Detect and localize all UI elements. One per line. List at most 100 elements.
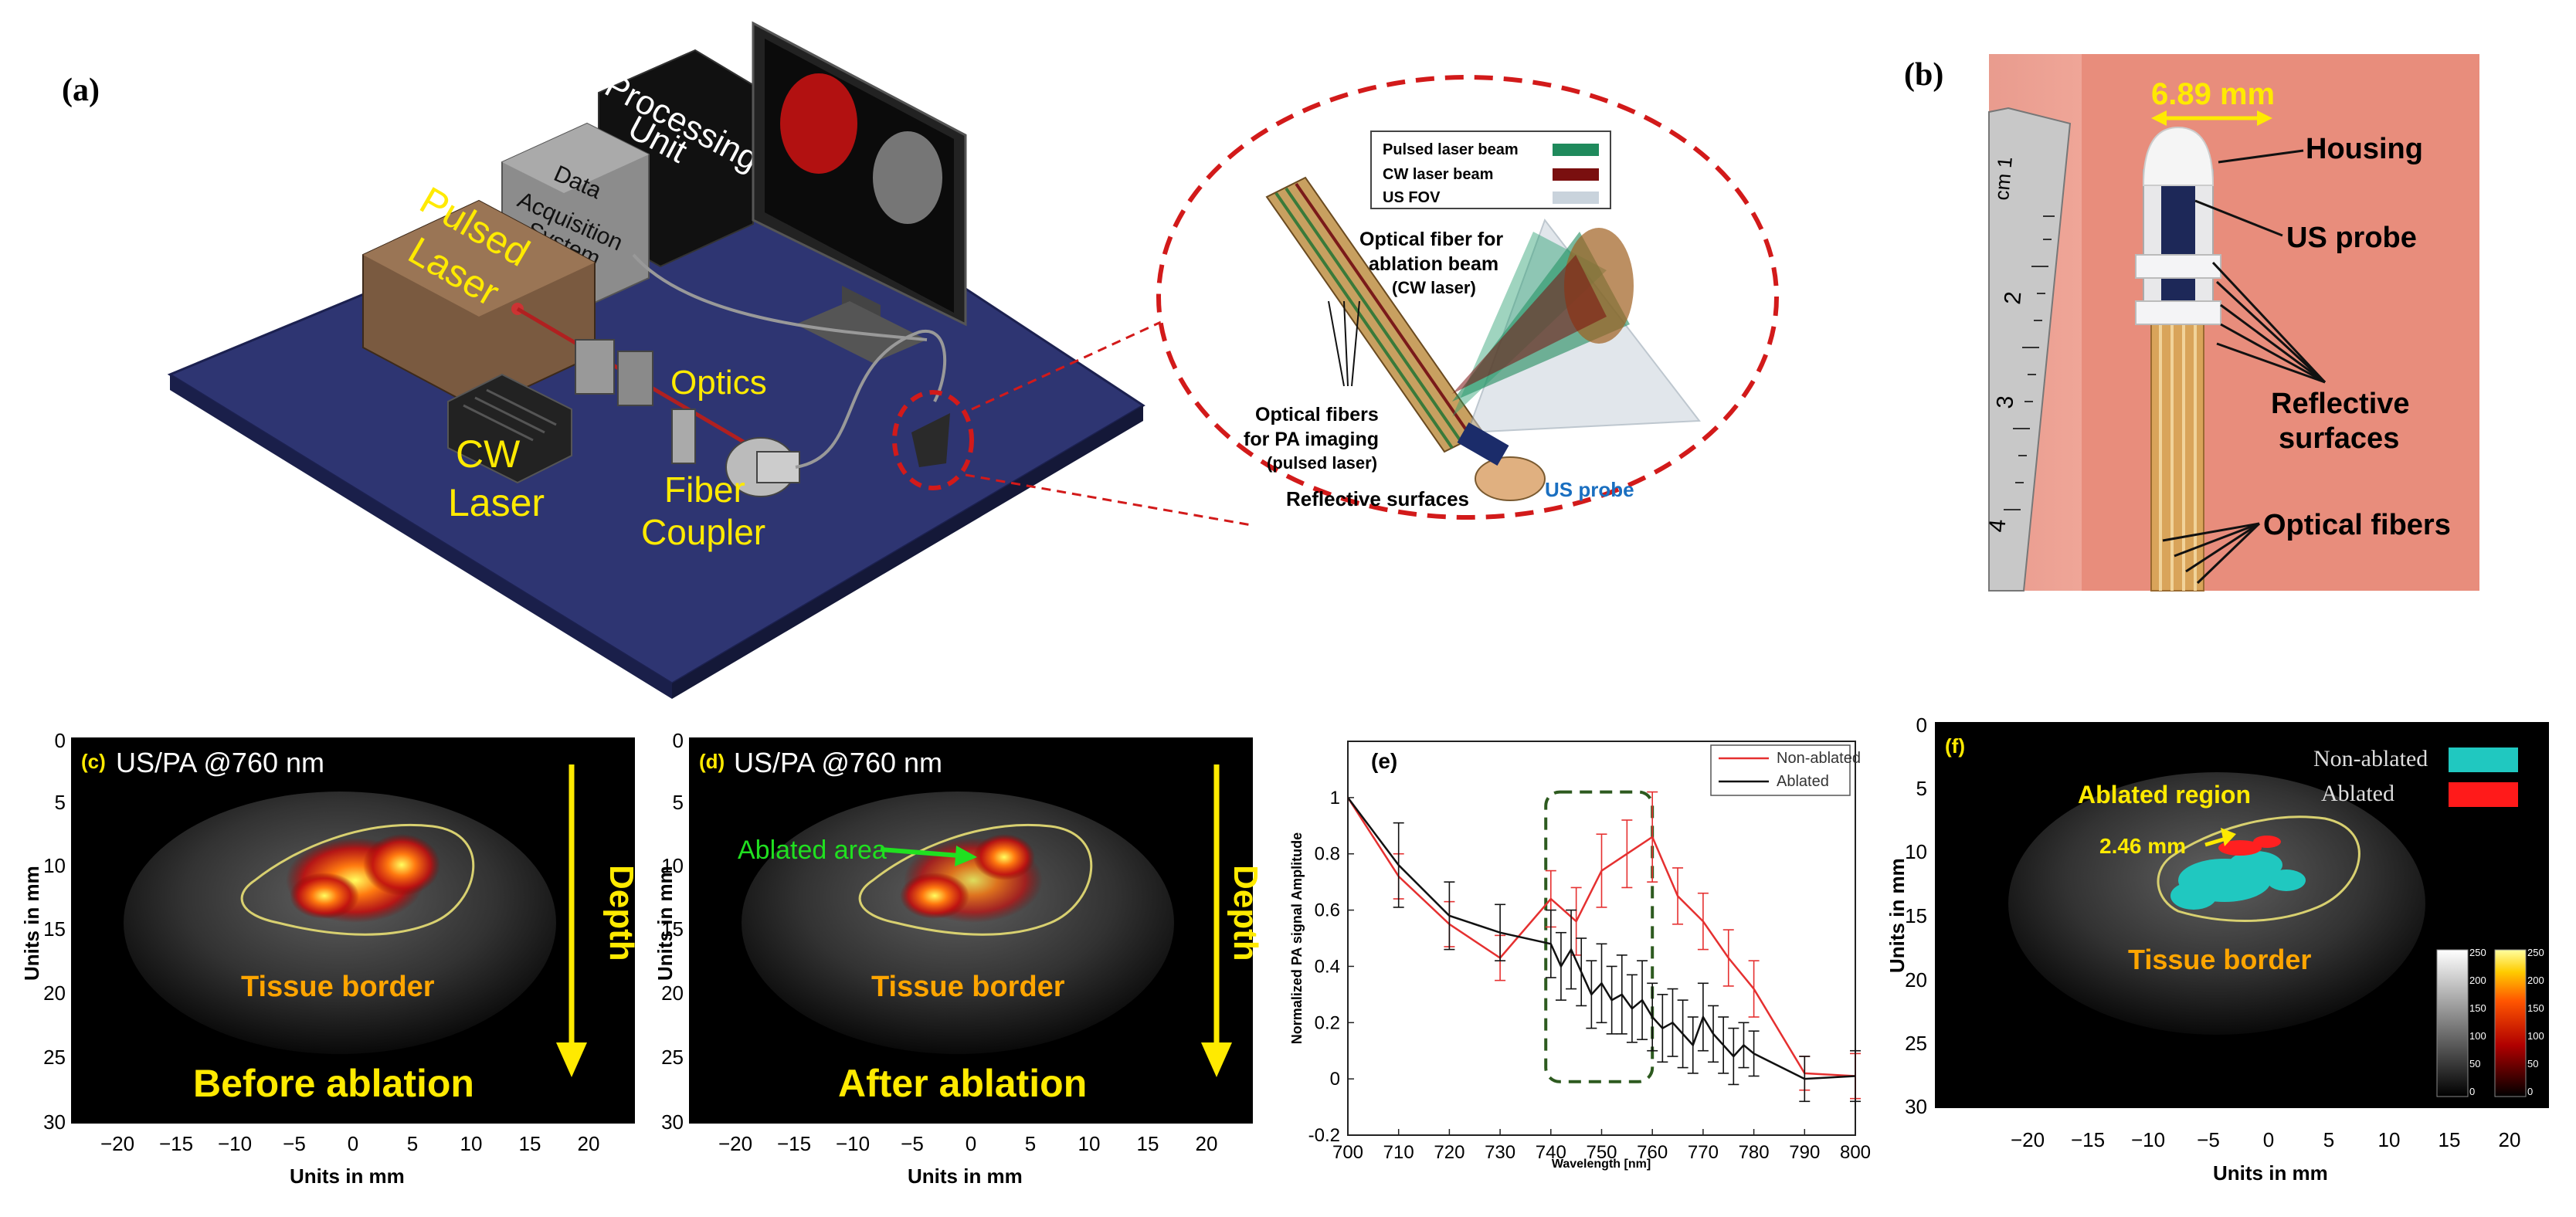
c-ylabel: Units in mm: [20, 866, 43, 981]
f-xtick: −20: [2011, 1128, 2045, 1151]
d-ablated-area-label: Ablated area: [738, 836, 887, 865]
c-yticks: 0 5 10 15 20 25 30: [43, 729, 66, 1134]
legend-pulsed-label: Pulsed laser beam: [1383, 141, 1519, 158]
d-ytick: 5: [673, 791, 684, 814]
f-cb-tick: 250: [2527, 947, 2544, 958]
d-ytick: 10: [661, 854, 684, 877]
f-cb-tick: 200: [2469, 975, 2486, 986]
pa-fibers-label-2: for PA imaging: [1244, 429, 1379, 450]
cw-laser: [447, 373, 572, 484]
reflective-pointer-lines: [2211, 261, 2327, 384]
f-nonablated-pixels: [2170, 851, 2306, 910]
f-cb-tick: 0: [2469, 1086, 2475, 1097]
c-ytick: 25: [43, 1046, 66, 1069]
d-xtick: 5: [1025, 1132, 1036, 1155]
e-ytick-label: 0.8: [1315, 844, 1340, 865]
f-xtick: −15: [2071, 1128, 2105, 1151]
optical-table-edge-left: [170, 375, 672, 699]
c-us-tissue: [124, 792, 556, 1054]
f-ytick: 20: [1905, 968, 1927, 992]
c-ytick: 5: [55, 791, 66, 814]
f-ytick: 25: [1905, 1032, 1927, 1055]
optical-table-edge-right: [672, 405, 1143, 699]
probe-tip: [1475, 456, 1546, 501]
cw-beam-cone: [1452, 255, 1607, 394]
f-cb-tick: 250: [2469, 947, 2486, 958]
d-xtick: 20: [1196, 1132, 1218, 1155]
fiber-coupler-label-1: Fiber: [664, 470, 745, 510]
panel-c-label: (c): [81, 750, 106, 773]
f-gray-cb-ticks: 250 200 150 100 50 0: [2469, 947, 2486, 1097]
legend-usfov-swatch: [1553, 192, 1599, 204]
panel-e-label: (e): [1371, 749, 1397, 773]
f-ytick: 0: [1916, 714, 1927, 737]
d-ylabel: Units in mm: [653, 866, 677, 981]
c-xtick: −10: [218, 1132, 252, 1155]
e-highlight-box: [1544, 790, 1655, 1083]
c-depth-label: Depth: [602, 865, 640, 961]
f-legend-ablated: Ablated: [2321, 781, 2394, 806]
panel-a-label: (a): [62, 73, 100, 108]
c-xtick: 15: [519, 1132, 541, 1155]
f-legend-nonablated: Non-ablated: [2313, 746, 2428, 771]
e-xtick-label: 760: [1637, 1142, 1668, 1163]
pulsed-laser: Pulsed Laser: [362, 178, 596, 411]
d-ytick: 15: [661, 917, 684, 941]
zoom-legend: Pulsed laser beam CW laser beam US FOV: [1370, 131, 1611, 209]
f-cb-tick: 150: [2469, 1002, 2486, 1014]
c-ytick: 10: [43, 854, 66, 877]
d-caption: After ablation: [838, 1062, 1087, 1105]
d-xtick: −15: [777, 1132, 811, 1155]
zoom-line-top: [971, 307, 1190, 411]
optics-mounts: [575, 339, 696, 464]
f-dimension-label: 2.46 mm: [2099, 834, 2186, 858]
f-cb-tick: 150: [2527, 1002, 2544, 1014]
ruler-mark-2: 2: [2000, 290, 2026, 306]
f-tissue-label: Tissue border: [2128, 944, 2311, 975]
e-plot-frame: [1347, 741, 1856, 1136]
e-ylabel: Normalized PA signal Amplitude: [1289, 832, 1305, 1044]
panel-f-label: (f): [1945, 734, 1965, 758]
probe-device: [2135, 126, 2221, 592]
e-xtick-label: 780: [1739, 1142, 1770, 1163]
f-cb-tick: 50: [2469, 1058, 2480, 1070]
panel-f: (f) Non-ablated Ablated Ablated region 2…: [1885, 714, 2549, 1185]
d-xtick: −5: [901, 1132, 924, 1155]
us-probe-label: US probe: [1545, 478, 1634, 501]
f-gray-colorbar: [2436, 949, 2469, 1097]
f-legend-nonablated-swatch: [2449, 747, 2518, 772]
device-housing-cap: [2142, 126, 2215, 186]
e-legend-nonablated: Non-ablated: [1777, 750, 1861, 767]
d-us-tissue: [742, 792, 1174, 1054]
pa-fibers-label-3: (pulsed laser): [1267, 453, 1377, 473]
panel-e-chart: (e) 700 710 720 730 740 750 760 770 780 790 800 -0.…: [1289, 741, 1871, 1171]
f-xtick: 5: [2323, 1128, 2334, 1151]
d-ytick: 25: [661, 1046, 684, 1069]
fiber-coupler: [725, 437, 800, 497]
d-depth-label: Depth: [1227, 865, 1264, 961]
e-xtick-label: 790: [1789, 1142, 1820, 1163]
e-ytick-label: 0.2: [1315, 1012, 1340, 1033]
f-xtick: −10: [2131, 1128, 2165, 1151]
probe-highlight-circle: [892, 390, 974, 490]
cw-laser-label-2: Laser: [448, 481, 545, 524]
e-ytick-label: -0.2: [1308, 1125, 1340, 1146]
f-hot-colorbar: [2494, 949, 2527, 1097]
optical-fiber-cable: [795, 329, 947, 469]
f-xtick: 10: [2378, 1128, 2401, 1151]
c-ytick: 0: [55, 729, 66, 752]
optics-label: Optics: [670, 364, 767, 402]
e-legend: Non-ablated Ablated: [1710, 744, 1861, 796]
e-xtick-label: 740: [1536, 1142, 1566, 1163]
ablation-fiber-label-2: ablation beam: [1369, 253, 1498, 275]
probe-body: [1457, 422, 1509, 466]
panel-c: (c) US/PA @760 nm Tissue border Before a…: [20, 729, 640, 1188]
d-ytick: 0: [673, 729, 684, 752]
f-us-tissue: [2008, 772, 2425, 1035]
panel-d: (d) US/PA @760 nm Ablated area Tissue bo…: [653, 729, 1264, 1188]
legend-usfov-label: US FOV: [1383, 189, 1441, 206]
e-xtick-label: 730: [1485, 1142, 1515, 1163]
d-ablated-arrow: [880, 847, 960, 858]
dimension-label: 6.89 mm: [2151, 77, 2275, 111]
